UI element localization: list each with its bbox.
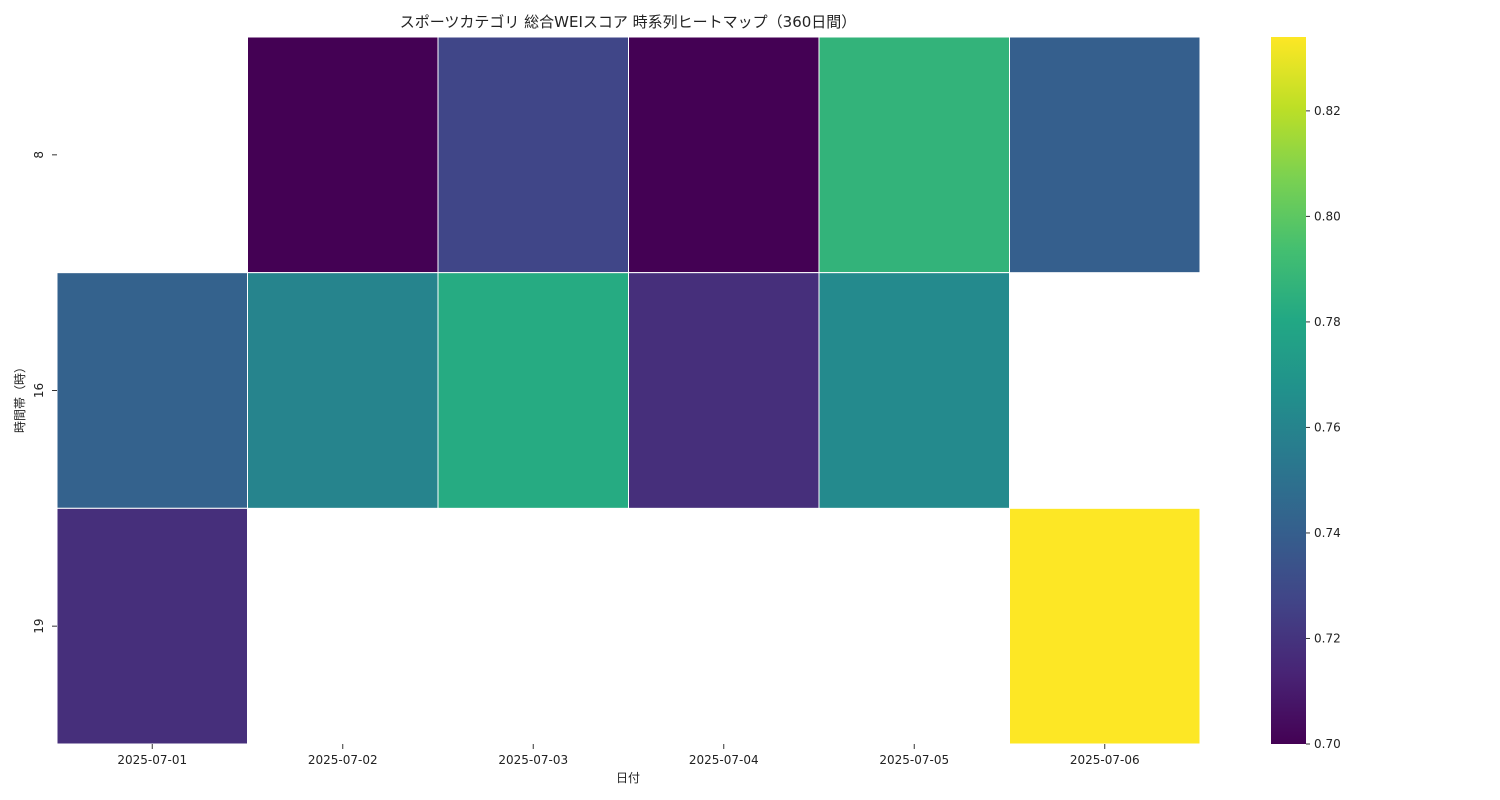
heatmap-cell: [56, 507, 248, 745]
colorbar-tick-label: 0.70: [1314, 737, 1341, 751]
heatmap-cell: [437, 36, 629, 274]
x-axis-label: 日付: [616, 771, 640, 785]
heatmap-cell: [628, 36, 820, 274]
x-tick-label: 2025-07-01: [117, 753, 187, 767]
y-axis-label: 時間帯（時）: [13, 361, 27, 433]
heatmap-cell: [247, 272, 439, 509]
x-tick-label: 2025-07-03: [498, 753, 568, 767]
chart-title: スポーツカテゴリ 総合WEIスコア 時系列ヒートマップ（360日間）: [400, 13, 857, 31]
heatmap-cell: [1009, 507, 1201, 745]
heatmap-cell: [56, 272, 248, 509]
x-tick-label: 2025-07-05: [879, 753, 949, 767]
colorbar-tick-label: 0.80: [1314, 209, 1341, 223]
x-tick-label: 2025-07-06: [1070, 753, 1140, 767]
heatmap-cell: [818, 36, 1010, 274]
colorbar: [1271, 37, 1306, 744]
colorbar-ticks: 0.70 0.72 0.74 0.76 0.78 0.80 0.82: [1306, 104, 1341, 751]
colorbar-tick-label: 0.74: [1314, 526, 1341, 540]
heatmap-cell: [628, 272, 820, 509]
y-axis-ticks: 8 16 19: [32, 151, 57, 634]
colorbar-tick-label: 0.72: [1314, 631, 1341, 645]
heatmap-cell: [437, 272, 629, 509]
heatmap-cells: [56, 36, 1201, 745]
heatmap-cell: [247, 36, 439, 274]
heatmap-cell: [818, 272, 1010, 509]
y-tick-label: 8: [32, 151, 46, 159]
colorbar-tick-label: 0.82: [1314, 104, 1341, 118]
y-tick-label: 19: [32, 619, 46, 634]
x-axis-ticks: 2025-07-01 2025-07-02 2025-07-03 2025-07-04…: [117, 744, 1140, 767]
colorbar-tick-label: 0.76: [1314, 420, 1341, 434]
x-tick-label: 2025-07-02: [308, 753, 378, 767]
x-tick-label: 2025-07-04: [689, 753, 759, 767]
colorbar-tick-label: 0.78: [1314, 315, 1341, 329]
y-tick-label: 16: [32, 383, 46, 398]
heatmap-cell: [1009, 36, 1201, 274]
